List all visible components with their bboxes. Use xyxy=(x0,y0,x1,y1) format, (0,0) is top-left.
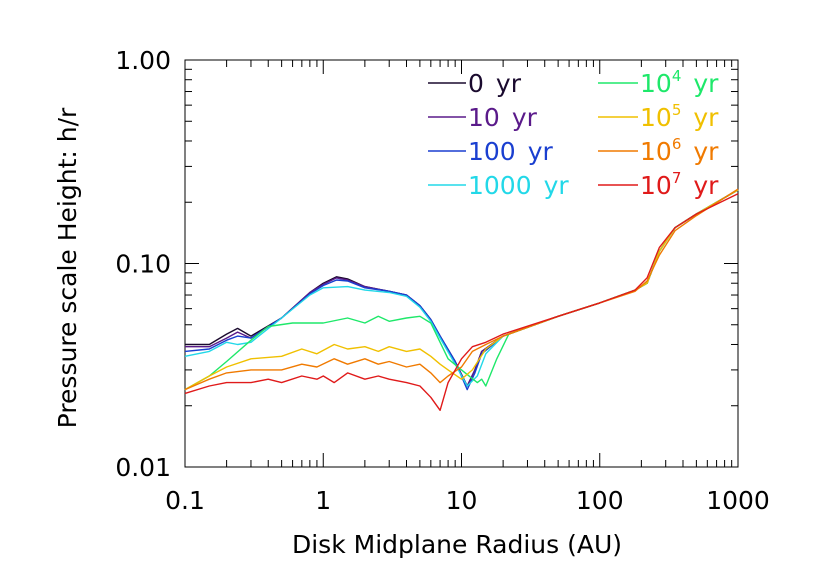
legend-label: 0 yr xyxy=(468,69,522,98)
legend-label: 105 yr xyxy=(640,101,719,132)
series-line xyxy=(185,189,739,387)
series-layer xyxy=(184,188,739,411)
y-axis-label: Pressure scale Height: h/r xyxy=(53,107,82,428)
x-tick-label: 0.1 xyxy=(165,486,205,515)
x-tick-label: 1000 xyxy=(706,486,770,515)
y-tick-label: 0.10 xyxy=(115,250,171,279)
legend-label: 107 yr xyxy=(640,169,719,200)
y-tick-label: 0.01 xyxy=(115,453,171,482)
x-axis-label: Disk Midplane Radius (AU) xyxy=(292,530,622,559)
series-line xyxy=(184,188,739,391)
legend-label: 106 yr xyxy=(640,135,719,166)
x-tick-label: 1 xyxy=(315,486,331,515)
y-tick-label: 1.00 xyxy=(115,46,171,75)
x-tick-label: 10 xyxy=(446,486,478,515)
x-tick-label: 100 xyxy=(576,486,624,515)
series-line xyxy=(184,189,739,387)
legend-label: 100 yr xyxy=(468,137,554,166)
axes: 0.1 1 10 100 1000 0.01 0.10 1.00 xyxy=(115,46,769,515)
legend-label: 1000 yr xyxy=(468,171,569,200)
legend-label: 104 yr xyxy=(640,67,719,98)
series-line xyxy=(185,189,739,387)
series-line xyxy=(184,193,739,411)
legend-label: 10 yr xyxy=(468,103,538,132)
